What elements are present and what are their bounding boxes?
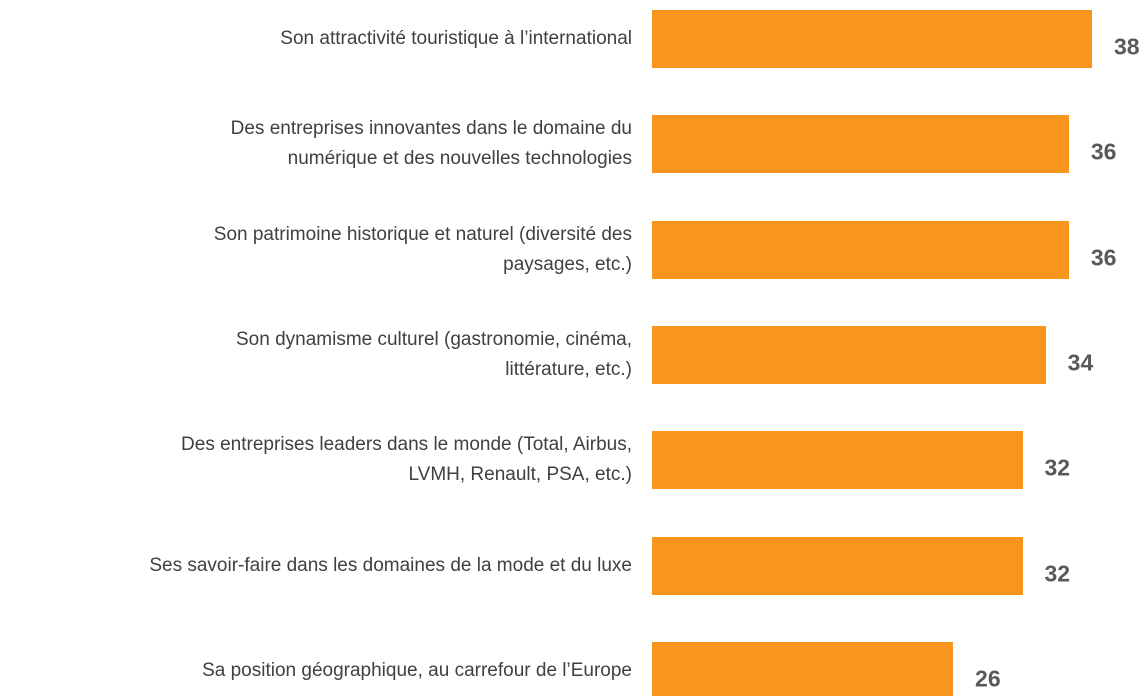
value-label: 26 — [975, 665, 1001, 692]
category-label: Son attractivité touristique à l’interna… — [280, 28, 632, 49]
category-label: Son dynamisme culturel (gastronomie, cin… — [235, 328, 632, 380]
bar — [652, 115, 1069, 174]
category-label: Des entreprises leaders dans le monde (T… — [181, 434, 632, 486]
bar — [652, 536, 1023, 595]
category-label: Son patrimoine historique et naturel (di… — [213, 223, 632, 275]
category-label: Ses savoir-faire dans les domaines de la… — [149, 554, 632, 576]
value-label: 38 — [1114, 33, 1140, 60]
value-label: 32 — [1044, 560, 1071, 586]
category-label: Sa position géographique, au carrefour d… — [202, 659, 632, 681]
bar — [652, 220, 1069, 279]
value-label: 36 — [1090, 244, 1117, 271]
value-label: 32 — [1044, 454, 1071, 481]
value-label: 36 — [1090, 138, 1117, 165]
bar — [652, 431, 1023, 490]
category-label: Des entreprises innovantes dans le domai… — [230, 118, 632, 170]
value-label: 34 — [1067, 349, 1094, 376]
bar — [652, 641, 954, 696]
bar — [652, 10, 1092, 68]
bar — [652, 325, 1046, 384]
